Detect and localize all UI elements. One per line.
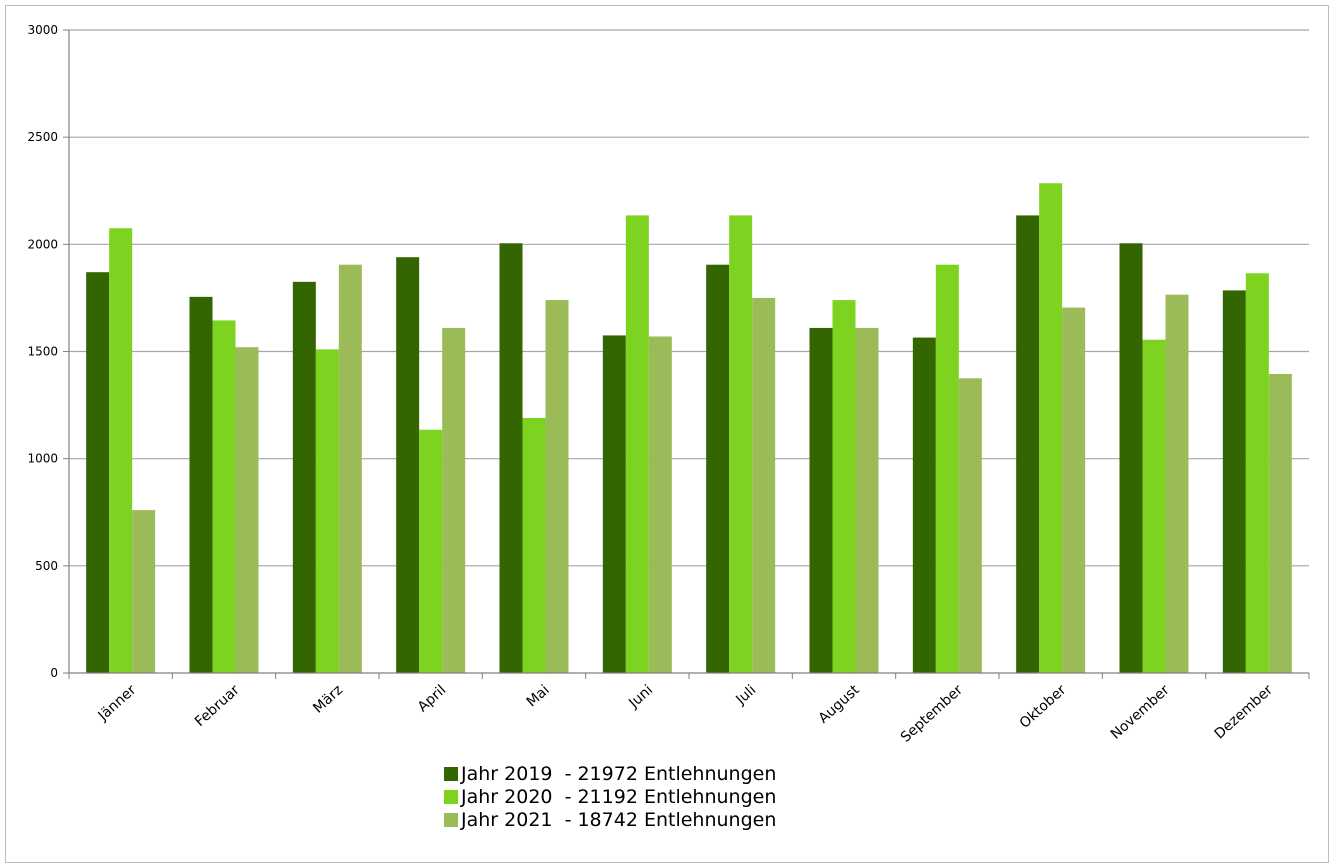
y-tick-label: 3000 xyxy=(27,23,58,37)
y-tick-label: 500 xyxy=(35,559,58,573)
bar-2-8 xyxy=(832,300,856,673)
bar-3-2 xyxy=(235,347,259,673)
bar-3-9 xyxy=(958,378,982,673)
y-tick-label: 2500 xyxy=(27,130,58,144)
bar-3-5 xyxy=(545,300,569,673)
bar-1-1 xyxy=(86,272,110,673)
x-tick-label: Jänner xyxy=(95,682,140,725)
y-tick-label: 1500 xyxy=(27,345,58,359)
x-tick-label: Dezember xyxy=(1212,682,1277,742)
bar-2-4 xyxy=(419,429,443,673)
bar-3-4 xyxy=(442,327,466,673)
legend: Jahr 2019 - 21972 Entlehnungen Jahr 2020 … xyxy=(444,762,776,831)
x-tick-label: September xyxy=(898,682,966,746)
bar-2-9 xyxy=(935,264,959,673)
bar-2-5 xyxy=(522,417,546,673)
x-tick-label: August xyxy=(816,682,863,727)
bar-3-11 xyxy=(1165,294,1189,673)
y-tick-label: 0 xyxy=(50,666,58,680)
bar-1-4 xyxy=(396,257,420,673)
legend-item: Jahr 2019 - 21972 Entlehnungen xyxy=(444,762,776,785)
legend-item: Jahr 2020 - 21192 Entlehnungen xyxy=(444,785,776,808)
bar-3-12 xyxy=(1268,374,1292,673)
legend-label: Jahr 2020 - 21192 Entlehnungen xyxy=(461,785,777,808)
bar-1-10 xyxy=(1016,215,1040,674)
bar-1-11 xyxy=(1119,243,1143,674)
x-tick-label: Mai xyxy=(524,682,553,710)
bar-2-2 xyxy=(212,320,236,673)
axes xyxy=(63,29,1310,679)
bar-1-7 xyxy=(706,264,730,673)
bar-2-1 xyxy=(109,228,133,673)
y-tick-labels: 0 500 1000 1500 2000 2500 3000 xyxy=(27,23,58,680)
bar-1-6 xyxy=(602,335,626,673)
bar-1-3 xyxy=(292,281,316,673)
legend-label: Jahr 2019 - 21972 Entlehnungen xyxy=(461,762,777,785)
bars xyxy=(86,183,1292,674)
bar-3-3 xyxy=(338,264,362,673)
bar-3-6 xyxy=(648,336,672,673)
bar-2-12 xyxy=(1245,273,1269,673)
x-tick-label: Juli xyxy=(732,682,759,708)
x-tick-label: März xyxy=(310,682,346,716)
x-tick-label: Februar xyxy=(192,682,243,730)
bar-2-6 xyxy=(625,215,649,674)
bar-2-11 xyxy=(1142,339,1166,673)
bar-1-8 xyxy=(809,327,833,673)
legend-swatch xyxy=(444,789,458,804)
bar-3-1 xyxy=(132,510,156,673)
x-tick-label: April xyxy=(415,682,449,715)
bar-2-10 xyxy=(1039,183,1063,673)
bar-1-12 xyxy=(1222,290,1246,673)
bar-2-7 xyxy=(729,215,753,674)
bar-2-3 xyxy=(315,349,339,673)
bar-1-9 xyxy=(912,337,936,673)
gridlines xyxy=(69,29,1309,567)
x-tick-label: Juni xyxy=(625,682,656,712)
bar-1-2 xyxy=(189,296,213,673)
bar-3-8 xyxy=(855,327,879,673)
x-tick-labels: Jänner Februar März April Mai Juni Juli August S… xyxy=(95,682,1277,746)
bar-3-10 xyxy=(1062,307,1086,673)
y-tick-label: 2000 xyxy=(27,237,58,251)
y-tick-label: 1000 xyxy=(27,452,58,466)
legend-swatch xyxy=(444,766,458,781)
bar-3-7 xyxy=(752,297,776,673)
legend-swatch xyxy=(444,812,458,827)
bar-1-5 xyxy=(499,243,523,674)
legend-label: Jahr 2021 - 18742 Entlehnungen xyxy=(461,808,777,831)
legend-item: Jahr 2021 - 18742 Entlehnungen xyxy=(444,808,776,831)
x-tick-label: November xyxy=(1108,682,1173,743)
x-tick-label: Oktober xyxy=(1017,682,1070,732)
